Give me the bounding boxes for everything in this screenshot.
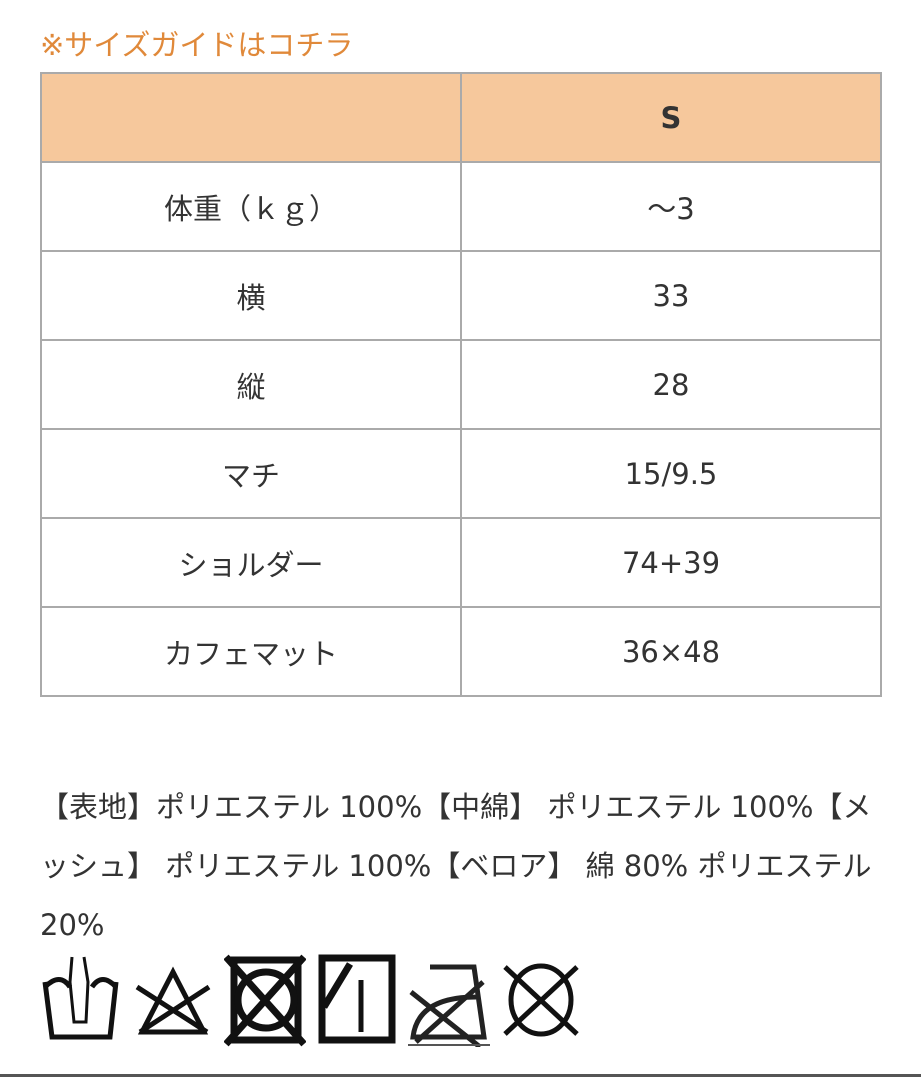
no-tumble-dry-icon — [224, 954, 306, 1047]
row-value: 15/9.5 — [460, 428, 882, 519]
size-guide-link[interactable]: ※サイズガイドはコチラ — [40, 28, 354, 62]
shade-line-dry-icon — [318, 954, 396, 1044]
no-dry-clean-icon — [503, 963, 579, 1037]
row-value: 28 — [460, 339, 882, 430]
care-icons — [40, 952, 582, 1047]
row-value: ～3 — [460, 161, 882, 252]
row-label: 縦 — [40, 339, 462, 430]
table-row: 横 33 — [40, 250, 882, 341]
no-iron-icon — [408, 964, 490, 1047]
header-cell: S — [460, 72, 882, 163]
size-table: S 体重（ｋｇ） ～3 横 33 縦 28 マチ 15/9.5 ショルダー 74+39 カ… — [40, 72, 882, 697]
table-row: 体重（ｋｇ） ～3 — [40, 161, 882, 252]
no-bleach-icon — [135, 966, 211, 1035]
row-label: 体重（ｋｇ） — [40, 161, 462, 252]
row-label: 横 — [40, 250, 462, 341]
divider — [0, 1074, 921, 1077]
table-row: ショルダー 74+39 — [40, 517, 882, 608]
material-text: 【表地】ポリエステル 100%【中綿】 ポリエステル 100%【メッシュ】 ポリ… — [40, 790, 872, 942]
table-row: カフェマット 36×48 — [40, 606, 882, 697]
table-header-row: S — [40, 72, 882, 163]
hand-wash-icon — [42, 956, 119, 1040]
table-row: 縦 28 — [40, 339, 882, 430]
row-label: マチ — [40, 428, 462, 519]
header-cell — [40, 72, 462, 163]
row-label: カフェマット — [40, 606, 462, 697]
table-row: マチ 15/9.5 — [40, 428, 882, 519]
row-value: 36×48 — [460, 606, 882, 697]
row-value: 33 — [460, 250, 882, 341]
row-label: ショルダー — [40, 517, 462, 608]
row-value: 74+39 — [460, 517, 882, 608]
